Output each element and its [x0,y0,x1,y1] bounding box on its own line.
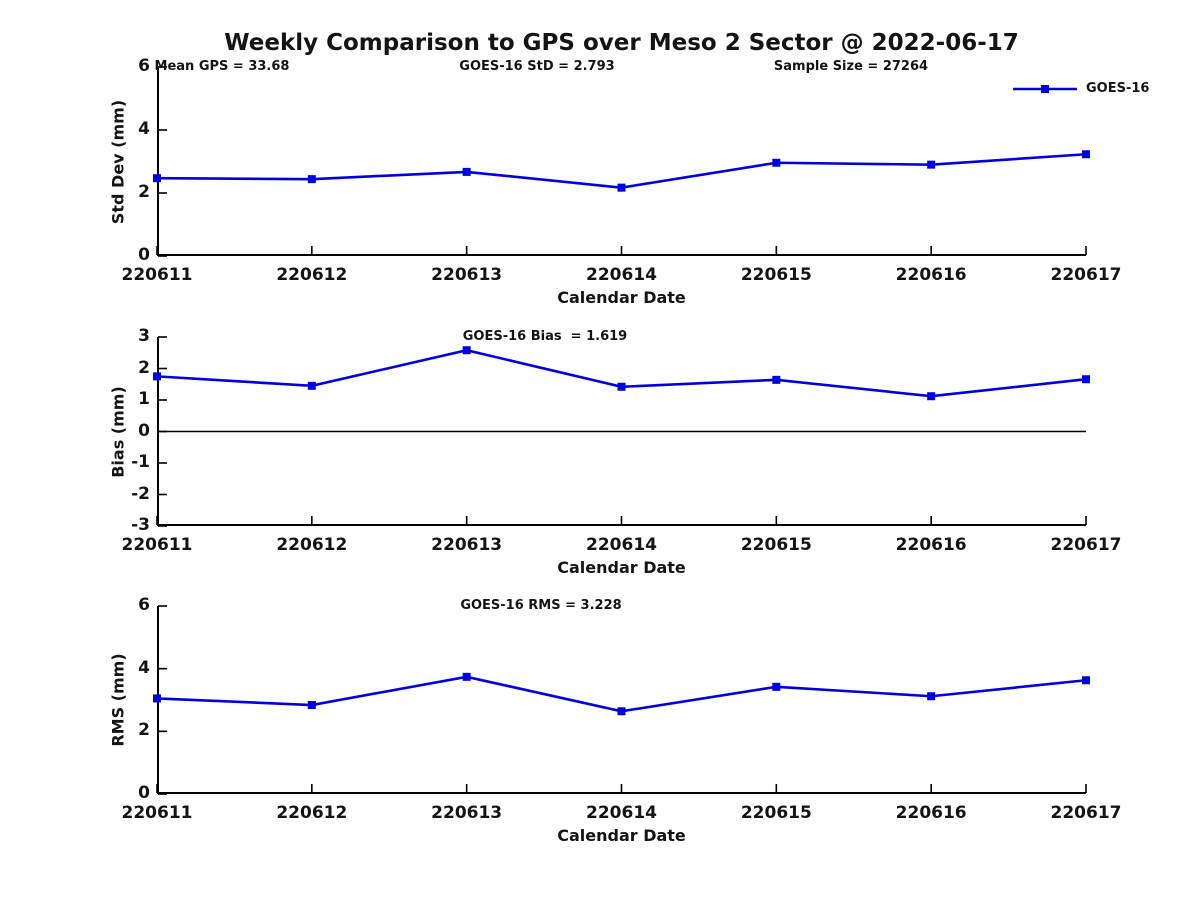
y-tick-label: 6 [138,56,150,76]
x-tick-label: 220613 [431,265,503,285]
data-point-marker [153,694,161,703]
y-tick-label: 0 [138,783,150,803]
y-tick-label: 1 [138,389,150,409]
data-point-marker [153,174,161,183]
x-tick-label: 220614 [586,803,657,823]
data-point-marker [927,692,936,701]
data-point-marker [307,701,316,710]
x-axis-label: Calendar Date [557,558,686,577]
data-point-marker [462,346,471,355]
x-tick-label: 220614 [586,265,657,285]
legend: GOES-16 [1013,81,1149,96]
annotation: Sample Size = 27264 [773,59,929,74]
x-axis-label: Calendar Date [557,288,686,307]
data-line [156,675,1087,713]
annotation: GOES-16 RMS = 3.228 [460,598,622,613]
x-tick-label: 220617 [1050,265,1122,285]
data-point-marker [772,682,781,691]
x-tick-label: 220616 [895,535,967,555]
y-tick-label: 6 [138,595,150,615]
plot-area [153,336,1090,527]
annotation: GOES-16 StD = 2.793 [459,59,615,74]
y-tick-label: 0 [138,420,150,441]
data-point-marker [1082,375,1090,384]
plot-area [153,66,1090,257]
data-point-marker [462,167,471,176]
plot-area [153,605,1090,795]
x-tick-label: 220612 [276,535,348,555]
x-tick-label: 220613 [431,803,503,823]
x-tick-label: 220612 [276,265,348,285]
x-tick-label: 220612 [276,803,348,823]
x-tick-label: 220611 [121,803,193,823]
y-tick-label: 2 [138,720,150,741]
data-point-marker [307,381,316,390]
y-tick-label: 2 [138,182,150,202]
y-tick-label: -3 [131,515,150,535]
data-point-marker [153,372,161,381]
data-point-marker [1082,676,1090,685]
data-point-marker [772,375,781,384]
annotation: GOES-16 Bias = 1.619 [462,329,628,344]
x-tick-label: 220613 [431,535,503,555]
y-tick-label: 0 [138,245,150,265]
x-tick-label: 220611 [121,265,193,285]
y-tick-label: -1 [131,452,150,472]
y-tick-label: -2 [131,483,150,504]
annotation: Mean GPS = 33.68 [154,59,290,74]
y-tick-label: 2 [138,357,150,378]
data-point-marker [462,672,471,681]
y-tick-label: 4 [138,119,150,139]
legend-line-marker-icon [1013,84,1077,93]
data-point-marker [617,183,626,192]
y-tick-label: 3 [138,326,150,346]
x-tick-label: 220617 [1050,535,1122,555]
x-tick-label: 220615 [740,265,812,285]
legend-label: GOES-16 [1086,81,1150,96]
data-point-marker [617,382,626,391]
x-tick-label: 220614 [586,535,657,555]
x-tick-label: 220615 [740,535,812,555]
data-point-marker [617,707,626,716]
figure-title: Weekly Comparison to GPS over Meso 2 Sec… [224,30,1019,56]
data-point-marker [927,392,936,401]
x-tick-label: 220615 [740,803,812,823]
x-tick-label: 220616 [895,803,967,823]
x-tick-label: 220617 [1050,803,1122,823]
y-tick-label: 4 [138,657,150,678]
data-point-marker [772,158,781,167]
data-point-marker [1082,150,1090,159]
x-axis-label: Calendar Date [557,826,686,845]
data-point-marker [927,160,936,169]
x-tick-label: 220611 [121,535,193,555]
data-point-marker [307,175,316,184]
x-tick-label: 220616 [895,265,967,285]
